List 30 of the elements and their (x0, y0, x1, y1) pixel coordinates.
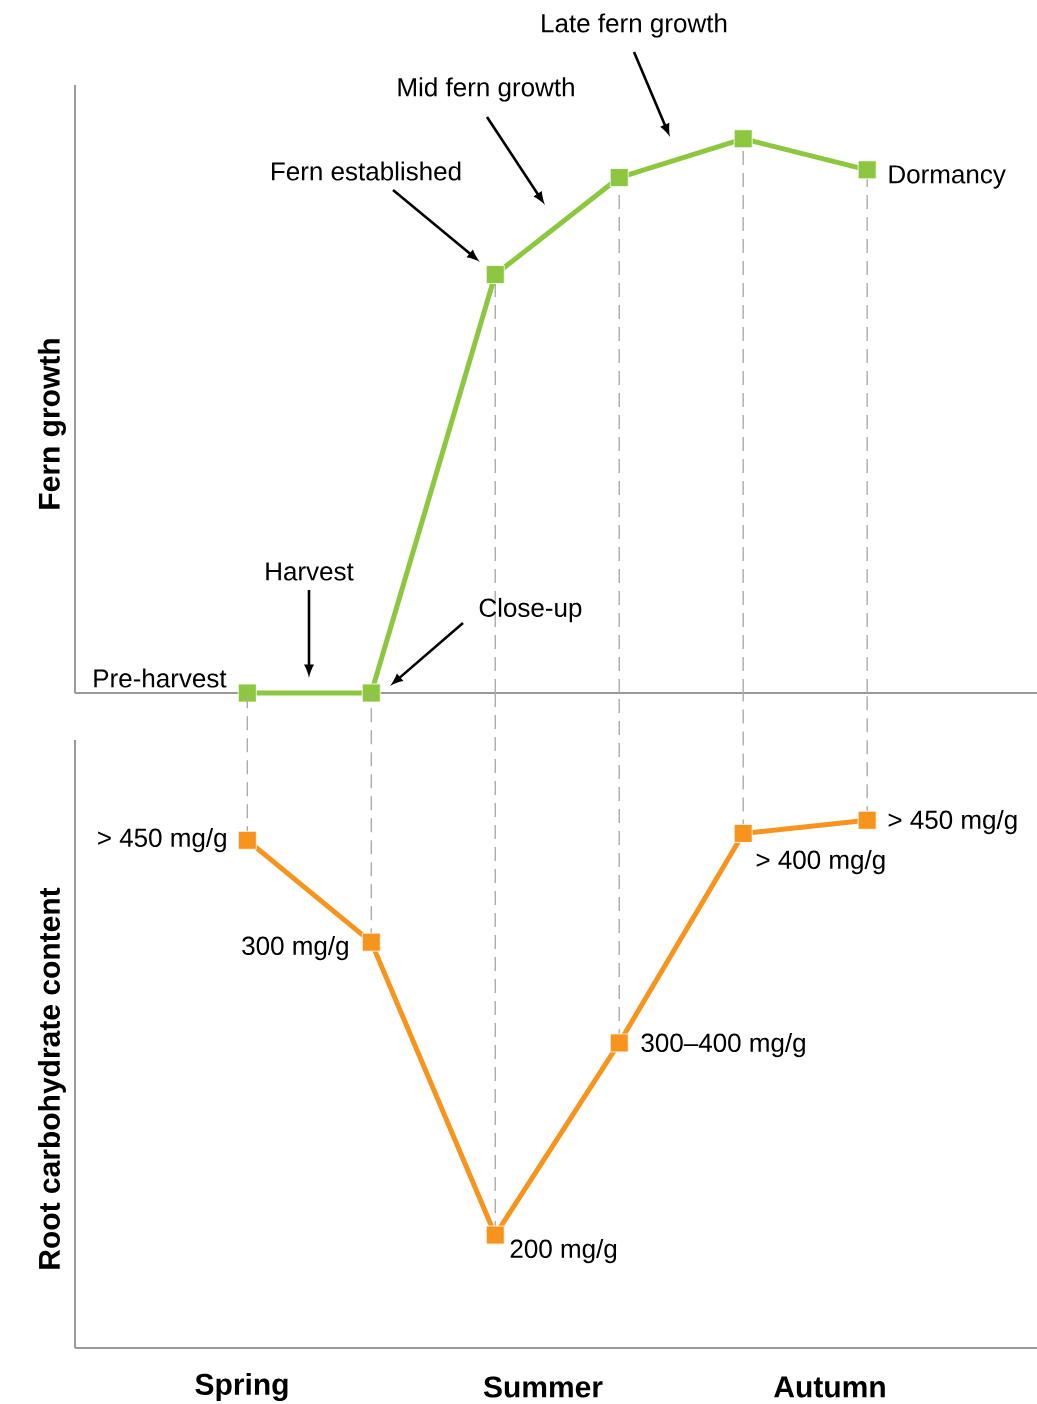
y-axis-title: Root carbohydrate content (37, 887, 66, 1269)
text: Spring (195, 1372, 288, 1402)
annotation: > 450 mg/g (888, 809, 1017, 835)
annotation: Pre-harvest (94, 668, 227, 688)
annotation: > 450 mg/g (98, 827, 226, 853)
annotation: 300 mg/g (242, 935, 348, 961)
y-axis-title: Fern growth (37, 339, 66, 509)
annotation: Harvest (266, 562, 354, 581)
point (485, 1225, 505, 1245)
text: Summer (483, 1376, 603, 1398)
text: Late fern growth (542, 13, 727, 38)
point (361, 932, 381, 952)
point (857, 810, 877, 830)
point (733, 129, 753, 149)
annotation: Dormancy (889, 165, 1006, 189)
annotation: Close-up (479, 597, 582, 623)
point (609, 1033, 629, 1053)
point (237, 683, 257, 703)
point (361, 683, 381, 703)
annotation: 200 mg/g (510, 1238, 617, 1264)
point (609, 168, 629, 187)
point (857, 160, 877, 180)
text: Autumn (774, 1376, 885, 1398)
annotation: Fern established (272, 161, 461, 181)
annotation: > 400 mg/g (756, 849, 885, 875)
point (485, 265, 505, 284)
point (237, 830, 257, 850)
point (733, 824, 753, 843)
text: Mid fern growth (398, 77, 574, 102)
annotation: 300–400 mg/g (641, 1032, 805, 1058)
